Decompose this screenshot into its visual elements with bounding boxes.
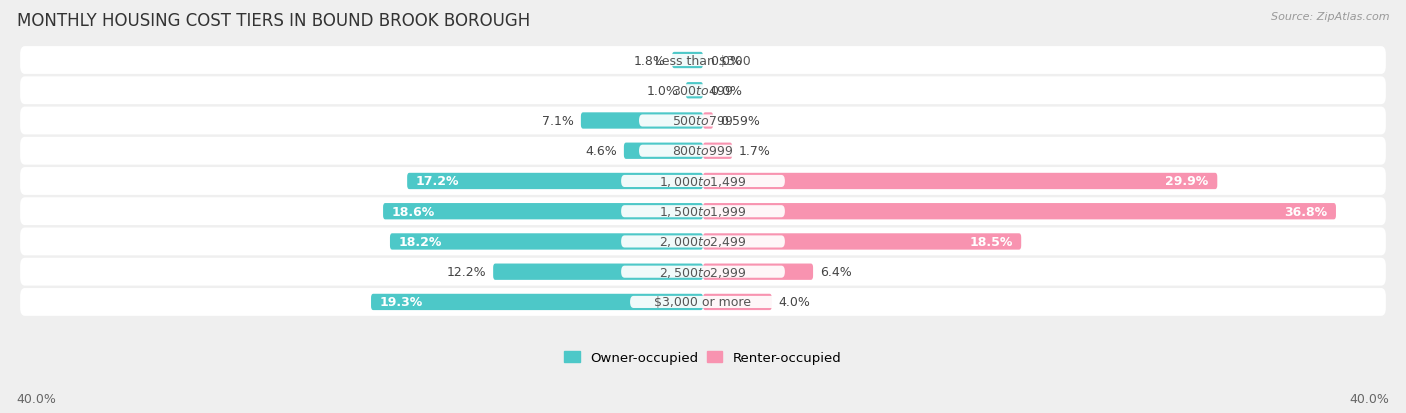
FancyBboxPatch shape [20,107,1386,135]
Text: 0.59%: 0.59% [720,115,759,128]
FancyBboxPatch shape [638,115,768,127]
FancyBboxPatch shape [20,77,1386,105]
Text: 1.0%: 1.0% [647,85,679,97]
FancyBboxPatch shape [672,53,703,69]
FancyBboxPatch shape [20,168,1386,195]
Text: 40.0%: 40.0% [1350,392,1389,405]
Text: 0.0%: 0.0% [710,85,742,97]
FancyBboxPatch shape [20,198,1386,225]
FancyBboxPatch shape [703,234,1021,250]
Text: 29.9%: 29.9% [1166,175,1209,188]
FancyBboxPatch shape [624,143,703,159]
Text: 1.7%: 1.7% [740,145,770,158]
FancyBboxPatch shape [621,236,785,248]
Text: Less than $300: Less than $300 [655,55,751,67]
FancyBboxPatch shape [20,47,1386,75]
Text: 18.2%: 18.2% [398,235,441,248]
FancyBboxPatch shape [703,143,733,159]
Text: MONTHLY HOUSING COST TIERS IN BOUND BROOK BOROUGH: MONTHLY HOUSING COST TIERS IN BOUND BROO… [17,12,530,30]
Text: $2,000 to $2,499: $2,000 to $2,499 [659,235,747,249]
Text: 6.4%: 6.4% [820,266,852,278]
FancyBboxPatch shape [408,173,703,190]
FancyBboxPatch shape [703,113,713,129]
Text: 4.0%: 4.0% [779,296,810,309]
FancyBboxPatch shape [20,258,1386,286]
FancyBboxPatch shape [621,266,785,278]
Text: $300 to $499: $300 to $499 [672,85,734,97]
FancyBboxPatch shape [638,85,768,97]
Text: 1.8%: 1.8% [633,55,665,67]
FancyBboxPatch shape [703,264,813,280]
FancyBboxPatch shape [703,204,1336,220]
FancyBboxPatch shape [20,228,1386,256]
FancyBboxPatch shape [703,294,772,310]
Text: $2,500 to $2,999: $2,500 to $2,999 [659,265,747,279]
FancyBboxPatch shape [389,234,703,250]
FancyBboxPatch shape [581,113,703,129]
Text: $3,000 or more: $3,000 or more [655,296,751,309]
Text: 12.2%: 12.2% [447,266,486,278]
Text: 7.1%: 7.1% [543,115,574,128]
FancyBboxPatch shape [630,55,776,67]
Text: 19.3%: 19.3% [380,296,423,309]
FancyBboxPatch shape [621,206,785,218]
Text: 36.8%: 36.8% [1284,205,1327,218]
FancyBboxPatch shape [494,264,703,280]
FancyBboxPatch shape [686,83,703,99]
FancyBboxPatch shape [638,145,768,157]
FancyBboxPatch shape [703,173,1218,190]
Text: $800 to $999: $800 to $999 [672,145,734,158]
Text: $1,000 to $1,499: $1,000 to $1,499 [659,175,747,188]
Text: 4.6%: 4.6% [585,145,617,158]
FancyBboxPatch shape [20,288,1386,316]
Text: 40.0%: 40.0% [17,392,56,405]
FancyBboxPatch shape [630,296,776,308]
FancyBboxPatch shape [20,138,1386,165]
Text: $1,500 to $1,999: $1,500 to $1,999 [659,205,747,218]
FancyBboxPatch shape [621,176,785,188]
Text: Source: ZipAtlas.com: Source: ZipAtlas.com [1271,12,1389,22]
FancyBboxPatch shape [382,204,703,220]
FancyBboxPatch shape [371,294,703,310]
Text: 0.0%: 0.0% [710,55,742,67]
Text: 18.5%: 18.5% [969,235,1012,248]
Text: $500 to $799: $500 to $799 [672,115,734,128]
Legend: Owner-occupied, Renter-occupied: Owner-occupied, Renter-occupied [564,351,842,364]
Text: 18.6%: 18.6% [392,205,434,218]
Text: 17.2%: 17.2% [416,175,460,188]
